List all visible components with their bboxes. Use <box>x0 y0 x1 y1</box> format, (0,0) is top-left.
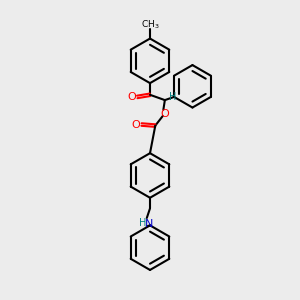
Text: N: N <box>145 219 153 229</box>
Text: O: O <box>160 109 169 119</box>
Text: O: O <box>132 119 141 130</box>
Text: H: H <box>169 92 176 102</box>
Text: O: O <box>128 92 136 101</box>
Text: CH$_3$: CH$_3$ <box>141 19 159 31</box>
Text: H: H <box>139 218 146 228</box>
